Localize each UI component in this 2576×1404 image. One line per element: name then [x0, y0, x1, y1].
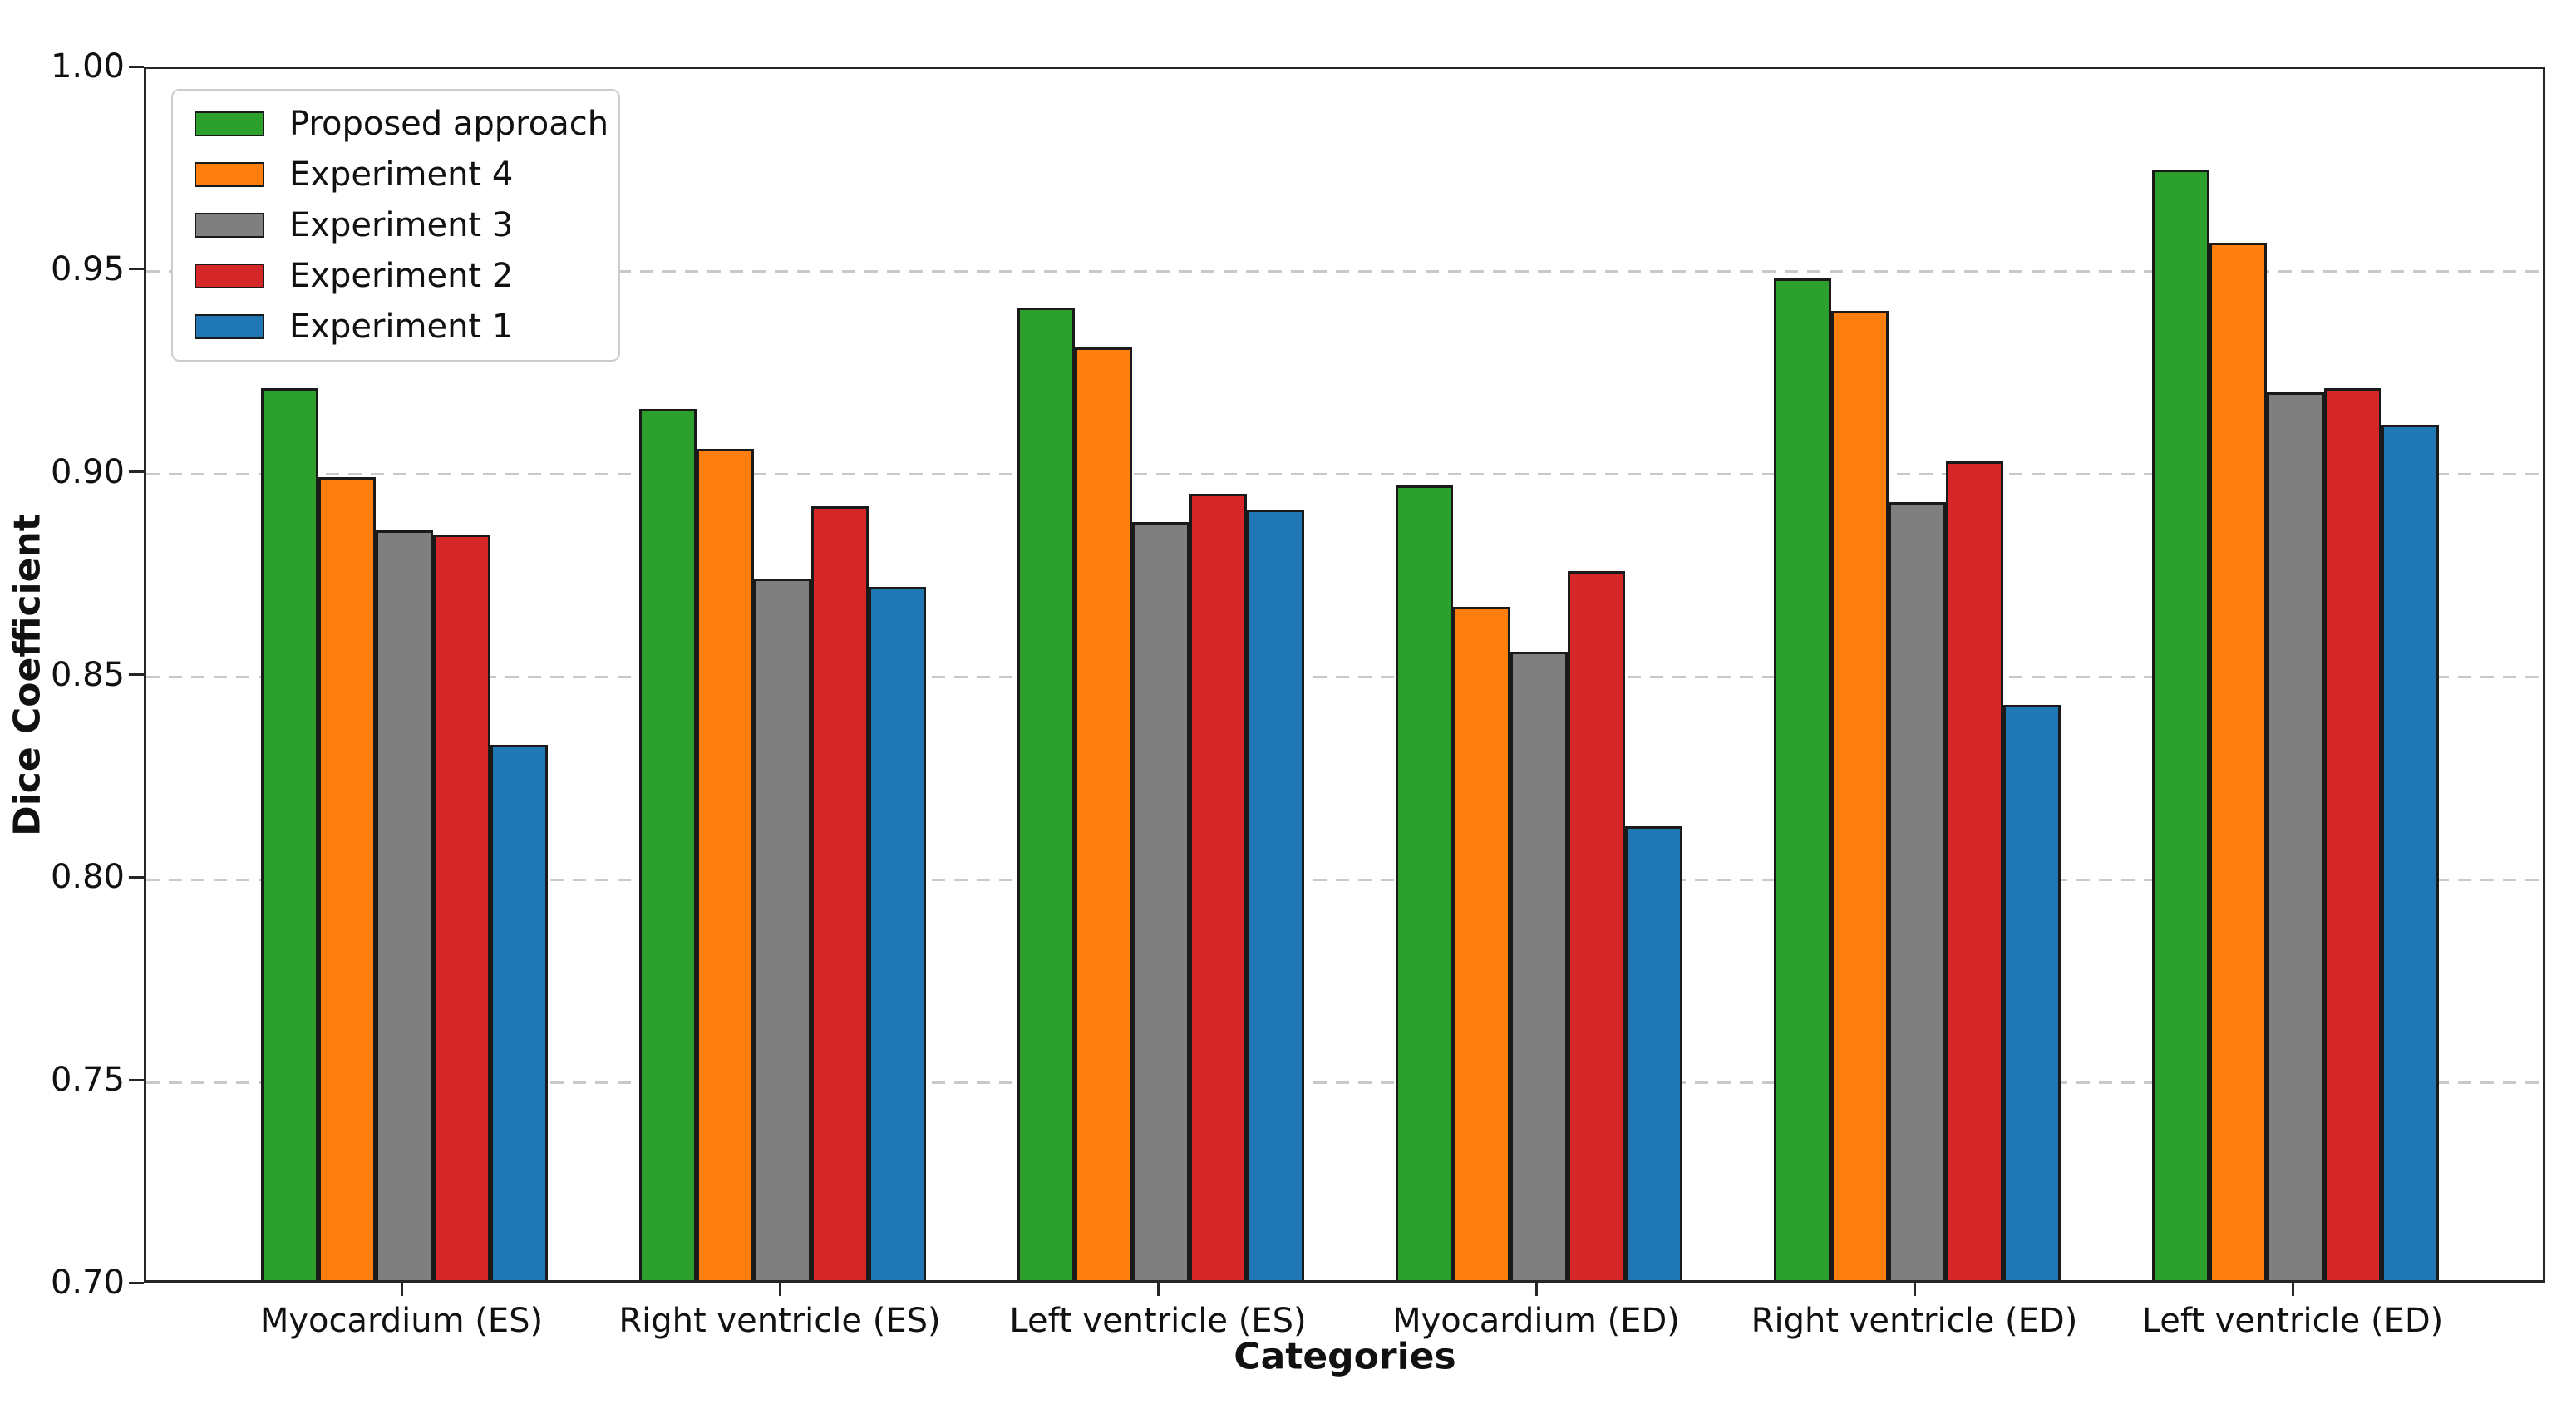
x-tick-mark-3 — [1156, 1283, 1160, 1296]
bar-experiment-3-group-2 — [753, 579, 811, 1280]
bar-proposed-approach-group-6 — [2151, 169, 2209, 1280]
legend-swatch-icon — [195, 314, 264, 339]
bar-experiment-3-group-6 — [2266, 392, 2324, 1280]
bar-proposed-approach-group-4 — [1395, 485, 1453, 1280]
bar-experiment-1-group-4 — [1624, 825, 1682, 1280]
x-tick-label-5: Right ventricle (ED) — [1751, 1302, 2078, 1340]
legend-label: Experiment 1 — [289, 308, 514, 346]
bar-experiment-3-group-3 — [1131, 522, 1189, 1280]
bar-experiment-3-group-4 — [1510, 652, 1568, 1280]
bar-experiment-4-group-6 — [2209, 242, 2267, 1280]
x-tick-label-6: Left ventricle (ED) — [2141, 1302, 2444, 1340]
legend: Proposed approach Experiment 4 Experiment … — [171, 89, 620, 362]
y-tick-label-0.75: 0.75 — [50, 1061, 125, 1100]
legend-item-1: Proposed approach — [195, 104, 608, 144]
y-tick-label-0.95: 0.95 — [50, 249, 125, 288]
legend-swatch-icon — [195, 111, 264, 136]
y-tick-label-0.90: 0.90 — [50, 452, 125, 491]
bar-proposed-approach-group-2 — [638, 408, 697, 1280]
bar-experiment-4-group-5 — [1830, 311, 1889, 1280]
x-axis-title: Categories — [1234, 1335, 1456, 1378]
bar-experiment-1-group-2 — [868, 587, 926, 1280]
y-tick-mark-0.85 — [129, 673, 144, 676]
x-tick-mark-1 — [400, 1283, 403, 1296]
bar-experiment-4-group-4 — [1452, 607, 1510, 1280]
y-tick-mark-0.75 — [129, 1078, 144, 1081]
bar-experiment-3-group-1 — [375, 530, 433, 1280]
y-tick-label-1.00: 1.00 — [50, 47, 125, 86]
bar-proposed-approach-group-3 — [1017, 307, 1075, 1280]
bar-experiment-2-group-5 — [1945, 461, 2003, 1280]
legend-label: Experiment 2 — [289, 257, 514, 295]
y-tick-mark-1.00 — [129, 65, 144, 68]
x-tick-label-3: Left ventricle (ES) — [1009, 1302, 1307, 1340]
gridline-0.80 — [146, 878, 2543, 881]
bar-proposed-approach-group-1 — [260, 388, 318, 1280]
legend-swatch-icon — [195, 264, 264, 288]
bar-experiment-1-group-6 — [2381, 425, 2439, 1280]
y-tick-label-0.70: 0.70 — [50, 1264, 125, 1302]
bar-experiment-4-group-2 — [696, 449, 754, 1280]
gridline-0.75 — [146, 1081, 2543, 1084]
gridline-0.90 — [146, 473, 2543, 476]
bar-experiment-2-group-2 — [810, 505, 869, 1280]
legend-item-2: Experiment 4 — [195, 155, 597, 195]
y-tick-label-0.85: 0.85 — [50, 655, 125, 694]
gridline-0.85 — [146, 676, 2543, 678]
legend-label: Experiment 4 — [289, 155, 514, 194]
bar-experiment-2-group-4 — [1567, 570, 1625, 1280]
bar-experiment-1-group-3 — [1246, 510, 1304, 1280]
x-tick-mark-2 — [778, 1283, 781, 1296]
bar-experiment-2-group-3 — [1189, 493, 1247, 1280]
legend-item-5: Experiment 1 — [195, 307, 597, 347]
legend-label: Experiment 3 — [289, 206, 514, 244]
bar-experiment-4-group-1 — [318, 477, 376, 1280]
bar-experiment-1-group-1 — [490, 745, 548, 1280]
legend-label: Proposed approach — [289, 105, 609, 143]
x-tick-mark-5 — [1913, 1283, 1916, 1296]
legend-item-3: Experiment 3 — [195, 205, 597, 245]
bar-experiment-2-group-1 — [432, 534, 490, 1280]
bar-experiment-1-group-5 — [2002, 704, 2061, 1280]
x-tick-label-2: Right ventricle (ES) — [618, 1302, 941, 1340]
y-tick-label-0.80: 0.80 — [50, 858, 125, 897]
y-tick-mark-0.80 — [129, 875, 144, 879]
gridline-0.95 — [146, 270, 2543, 273]
bar-experiment-4-group-3 — [1074, 347, 1132, 1280]
y-tick-mark-0.90 — [129, 470, 144, 474]
y-axis-title: Dice Coefficient — [6, 514, 49, 836]
x-tick-mark-4 — [1534, 1283, 1538, 1296]
bar-proposed-approach-group-5 — [1773, 278, 1831, 1280]
y-tick-mark-0.95 — [129, 268, 144, 271]
x-tick-label-4: Myocardium (ED) — [1392, 1302, 1680, 1340]
y-tick-mark-0.70 — [129, 1281, 144, 1284]
x-tick-label-1: Myocardium (ES) — [259, 1302, 544, 1340]
legend-item-4: Experiment 2 — [195, 256, 597, 296]
bar-experiment-2-group-6 — [2323, 388, 2381, 1280]
bar-experiment-3-group-5 — [1888, 501, 1946, 1280]
x-tick-mark-6 — [2291, 1283, 2294, 1296]
legend-swatch-icon — [195, 213, 264, 238]
plot-area: Proposed approach Experiment 4 Experiment … — [144, 67, 2545, 1283]
legend-swatch-icon — [195, 162, 264, 187]
